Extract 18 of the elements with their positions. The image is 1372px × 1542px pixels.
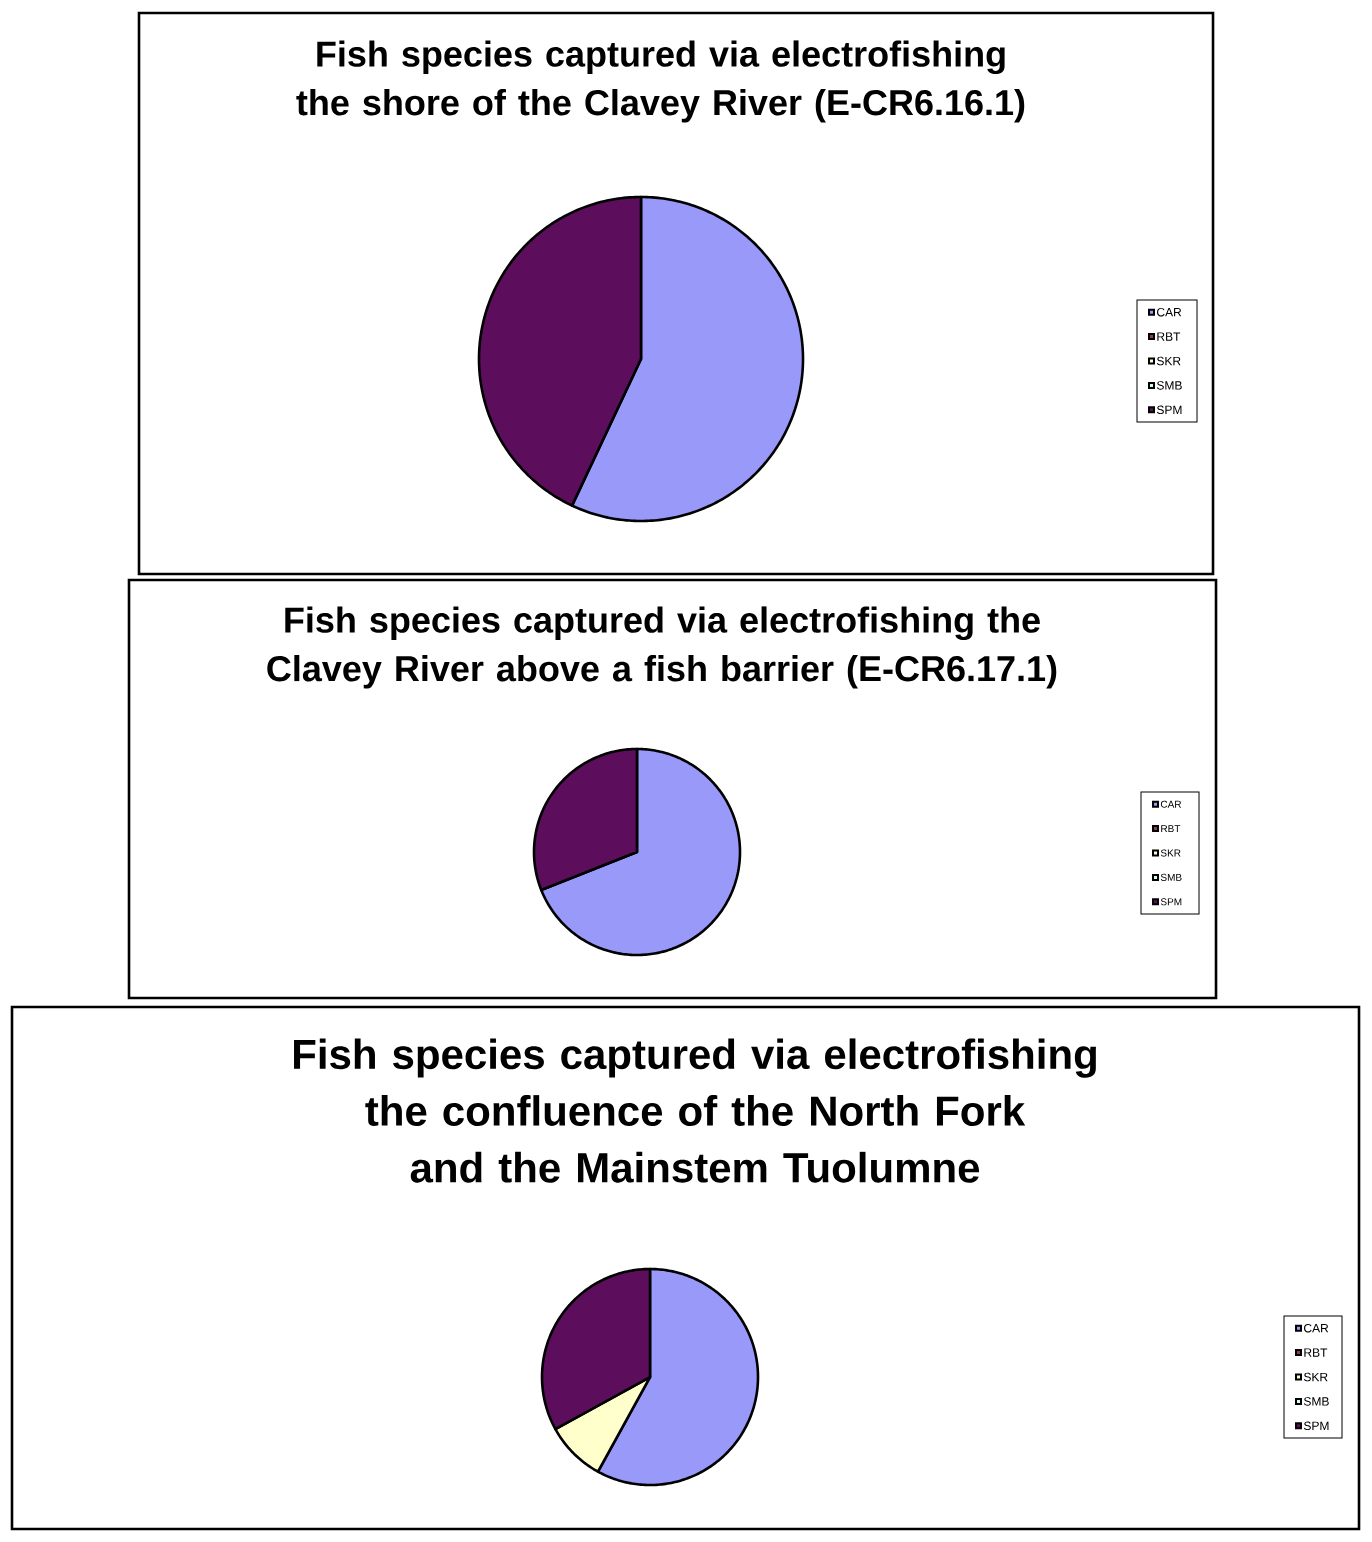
legend-label: SMB xyxy=(1156,381,1182,390)
legend-label: SKR xyxy=(1156,356,1181,366)
legend-label: CAR xyxy=(1157,307,1182,317)
legend-label: SKR xyxy=(1303,1372,1328,1382)
legend-label: SPM xyxy=(1156,405,1182,415)
legend-label: SPM xyxy=(1303,1421,1329,1431)
legend-label: CAR xyxy=(1304,1323,1329,1333)
legend-label: SMB xyxy=(1160,873,1182,881)
chart-title: Fish species captured via electrofishing the confluence of the North Fork and the Mainstem Tuolumne xyxy=(294,1038,1096,1183)
chart-title: Fish species captured via electrofishing the shore of the Clavey River (E-CR6.16.1) xyxy=(296,40,1025,123)
legend-label: RBT xyxy=(1157,332,1181,341)
legend-label: RBT xyxy=(1161,825,1181,833)
legend-label: SKR xyxy=(1160,849,1181,857)
legend-label: SPM xyxy=(1160,898,1182,906)
legend-label: CAR xyxy=(1160,800,1182,808)
legend-label: RBT xyxy=(1304,1348,1328,1357)
chart-title: Fish species captured via electrofishing the Clavey River above a fish barrier (E-CR6.17.1) xyxy=(267,606,1057,689)
legend-label: SMB xyxy=(1303,1397,1329,1406)
